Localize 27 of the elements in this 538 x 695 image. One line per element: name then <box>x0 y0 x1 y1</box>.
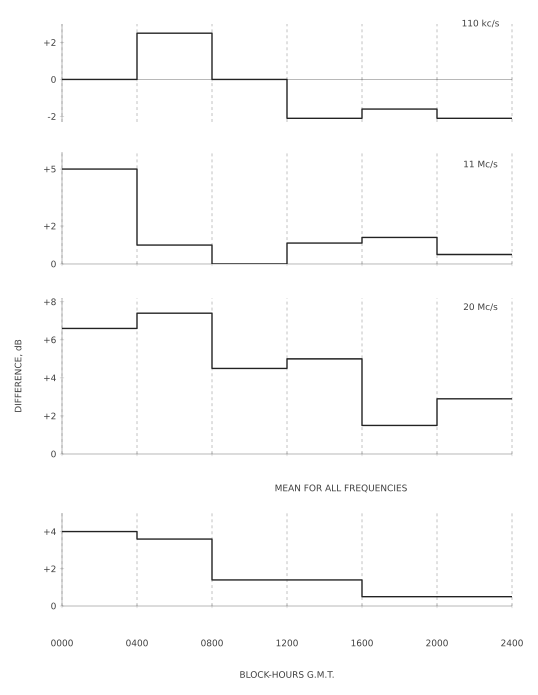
chart-title: MEAN FOR ALL FREQUENCIES <box>276 484 407 492</box>
y-axis-title: DIFFERENCE, dB <box>14 340 22 412</box>
y-tick-label: +2 <box>44 412 56 420</box>
y-tick-label: +4 <box>44 374 56 382</box>
y-tick-label: +5 <box>44 166 56 172</box>
y-tick-label: -2 <box>48 113 56 120</box>
y-tick-label: +2 <box>44 39 56 46</box>
y-tick-label: 0 <box>51 450 56 458</box>
x-tick-label: 1200 <box>276 640 298 646</box>
x-tick-label: 2400 <box>501 640 523 646</box>
y-tick-label: +4 <box>44 528 56 535</box>
x-tick-label: 0000 <box>51 640 73 646</box>
y-tick-label: 0 <box>51 602 56 610</box>
x-axis-title: BLOCK-HOURS G.M.T. <box>240 671 334 678</box>
x-tick-label: 2000 <box>426 640 448 646</box>
x-tick-label: 0800 <box>201 640 223 646</box>
text: 11 Mc/s <box>464 160 498 168</box>
y-tick-label: +8 <box>44 298 56 306</box>
text: 20 Mc/s <box>464 303 498 311</box>
x-tick-label: 0400 <box>126 640 148 646</box>
chart-title: 110 kc/s <box>462 20 499 28</box>
y-tick-label: +2 <box>44 222 56 230</box>
y-tick-label: 0 <box>51 76 56 83</box>
y-tick-label: 0 <box>51 260 56 268</box>
y-tick-label: +6 <box>44 336 56 344</box>
x-tick-label: 1600 <box>352 640 373 646</box>
y-tick-label: +2 <box>44 565 56 572</box>
